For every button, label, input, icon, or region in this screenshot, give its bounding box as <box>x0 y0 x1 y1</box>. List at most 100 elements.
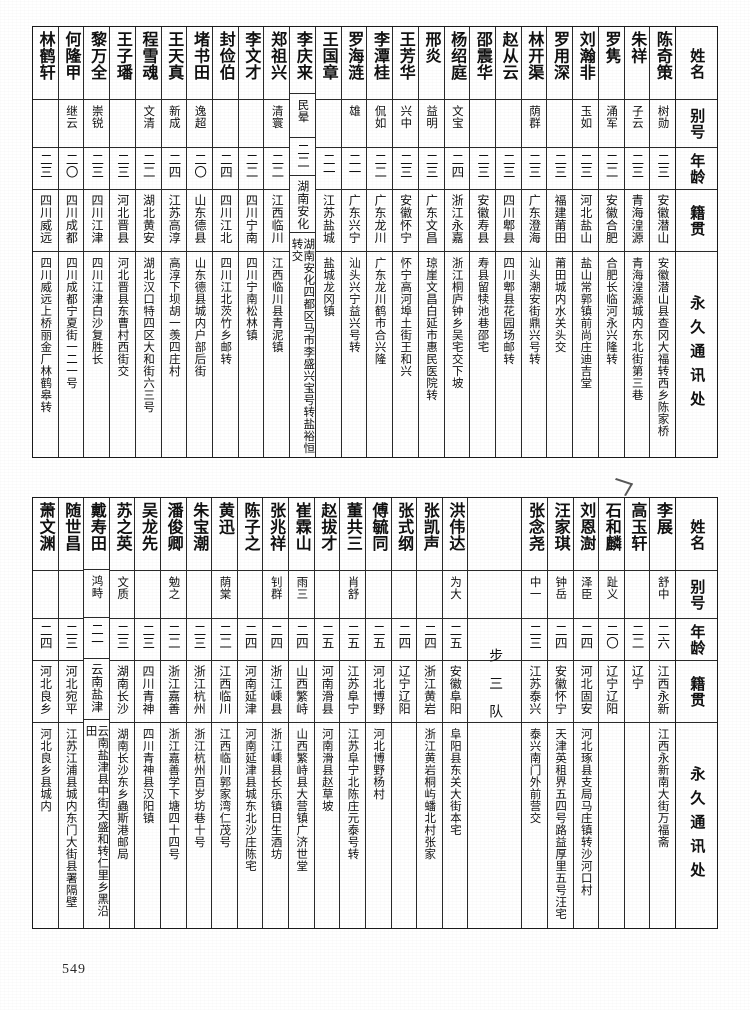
cell-alias-text: 勉之 <box>167 573 179 600</box>
cell-origin: 安徽寿县 <box>470 189 495 251</box>
cell-name: 罗隽 <box>599 27 624 99</box>
cell-address: 四川威远上桥丽金厂林鹤皋转 <box>33 251 58 457</box>
row-label-name-text: 姓名 <box>689 519 705 551</box>
cell-age-text: 二四 <box>244 621 257 649</box>
cell-name: 陈子之 <box>238 498 263 570</box>
cell-name-text: 张式纲 <box>396 500 413 552</box>
cell-origin-text: 江西临川 <box>271 192 283 244</box>
cell-alias <box>110 99 135 147</box>
cell-name-text: 崔霖山 <box>293 500 310 552</box>
cell-name-text: 王芳华 <box>397 29 414 81</box>
cell-age: 二一 <box>316 147 341 189</box>
roster-gap-column: 步三队 <box>467 498 521 928</box>
cell-alias: 子云 <box>625 99 650 147</box>
cell-alias-text: 舒中 <box>657 573 669 600</box>
cell-origin: 安徽潜山 <box>650 189 675 251</box>
cell-name: 傅毓同 <box>366 498 391 570</box>
cell-alias <box>239 99 264 147</box>
cell-address: 河北晋县东曹村西街交 <box>110 251 135 457</box>
cell-address: 四川江津白沙复胜长 <box>84 251 109 457</box>
cell-alias-text: 泽臣 <box>580 573 592 600</box>
cell-address: 浙江杭州百岁坊巷十号 <box>187 722 212 928</box>
cell-age-text: 二二 <box>605 150 618 178</box>
cell-alias <box>316 99 341 147</box>
cell-origin-text: 广东文昌 <box>425 192 437 244</box>
cell-empty-alias <box>468 570 521 618</box>
cell-age-text: 二五 <box>321 621 334 649</box>
cell-address-text: 江苏阜宁北陈庄元泰号转 <box>347 725 359 860</box>
cell-address: 四川成都宁夏街一二一号 <box>59 251 84 457</box>
cell-address <box>599 722 624 928</box>
cell-alias: 涌军 <box>599 99 624 147</box>
cell-address: 广东龙川鹤市合兴隆 <box>367 251 392 457</box>
cell-age: 二五 <box>315 618 340 660</box>
cell-origin: 河南延津 <box>238 660 263 722</box>
roster-table-top: 林鹤轩二三四川威远四川威远上桥丽金厂林鹤皋转何隆甲继云二〇四川成都四川成都宁夏街… <box>32 26 718 458</box>
cell-age: 二四 <box>445 147 470 189</box>
cell-alias: 玉如 <box>573 99 598 147</box>
cell-origin-text: 四川江津 <box>91 192 103 244</box>
cell-origin-text: 浙江嘉善 <box>167 663 179 715</box>
cell-alias <box>496 99 521 147</box>
cell-age-text: 二三 <box>528 621 541 649</box>
row-label-origin: 籍贯 <box>676 660 717 722</box>
cell-name: 罗用深 <box>547 27 572 99</box>
cell-name-text: 何隆甲 <box>63 29 80 81</box>
cell-age: 二六 <box>650 618 675 660</box>
cell-age-text: 二四 <box>554 621 567 649</box>
cell-age: 二五 <box>366 618 391 660</box>
cell-origin: 浙江永嘉 <box>445 189 470 251</box>
cell-alias: 荫群 <box>522 99 547 147</box>
cell-origin: 广东文昌 <box>419 189 444 251</box>
cell-alias-text: 趾义 <box>606 573 618 600</box>
roster-entry-column: 陈子之二四河南延津河南延津县城东北沙庄陈宅 <box>237 498 263 928</box>
cell-address: 河南滑县赵草坡 <box>315 722 340 928</box>
cell-name: 朱宝潮 <box>187 498 212 570</box>
cell-alias-text: 肖舒 <box>347 573 359 600</box>
cell-name-text: 傅毓同 <box>370 500 387 552</box>
cell-age: 二二 <box>136 147 161 189</box>
cell-origin: 广东龙川 <box>367 189 392 251</box>
cell-name-text: 邵震华 <box>474 29 491 81</box>
roster-entry-column: 程雪魂文清二二湖北黄安湖北汉口特四区大和街六三号 <box>135 27 161 457</box>
cell-age-text: 二五 <box>346 621 359 649</box>
cell-name: 程雪魂 <box>136 27 161 99</box>
cell-address-text: 琼崖文昌白延市惠民医院转 <box>425 254 437 401</box>
cell-address: 浙江嘉善学下塘四十四号 <box>161 722 186 928</box>
cell-origin-text: 湖南安化 <box>296 178 308 230</box>
cell-name-text: 戴寿田 <box>88 500 105 552</box>
cell-name: 林开渠 <box>522 27 547 99</box>
cell-age-text: 二二 <box>631 621 644 649</box>
cell-address-text: 天津英租界五四号路益厚里五号汪宅 <box>554 725 566 920</box>
cell-alias: 鸿畤 <box>84 569 109 616</box>
cell-address-text: 山西繁峙县大营镇广济世堂 <box>296 725 308 872</box>
cell-age-text: 二三 <box>399 150 412 178</box>
cell-age: 二二 <box>239 147 264 189</box>
roster-entry-column: 潘俊卿勉之二二浙江嘉善浙江嘉善学下塘四十四号 <box>160 498 186 928</box>
cell-age-text: 二三 <box>476 150 489 178</box>
cell-name: 汪家琪 <box>548 498 573 570</box>
cell-age: 二一 <box>342 147 367 189</box>
cell-origin: 江苏泰兴 <box>522 660 547 722</box>
cell-age: 二四 <box>162 147 187 189</box>
cell-name: 郑祖兴 <box>264 27 289 99</box>
cell-address: 江西临川郭家湾仁茂号 <box>212 722 237 928</box>
cell-age: 二三 <box>59 618 84 660</box>
cell-alias <box>392 570 417 618</box>
cell-alias-text: 崇锐 <box>91 102 103 129</box>
cell-age: 二〇 <box>187 147 212 189</box>
cell-origin: 福建莆田 <box>547 189 572 251</box>
cell-origin: 安徽怀宁 <box>393 189 418 251</box>
cell-alias-text: 清寰 <box>271 102 283 129</box>
cell-origin-text: 安徽潜山 <box>656 192 668 244</box>
cell-origin: 四川威远 <box>33 189 58 251</box>
cell-age: 二四 <box>289 618 314 660</box>
row-label-origin-text: 籍贯 <box>689 205 705 237</box>
cell-origin: 四川青神 <box>135 660 160 722</box>
cell-name: 黎万全 <box>84 27 109 99</box>
cell-alias-text: 文清 <box>142 102 154 129</box>
roster-table-bottom: 萧文渊二四河北良乡河北良乡县城内随世昌二三河北宛平江苏江浦县城内东门大街县署隔壁… <box>32 497 718 929</box>
cell-name-text: 郑祖兴 <box>269 29 286 81</box>
cell-address: 四川宁南松林镇 <box>239 251 264 457</box>
cell-alias: 文清 <box>136 99 161 147</box>
